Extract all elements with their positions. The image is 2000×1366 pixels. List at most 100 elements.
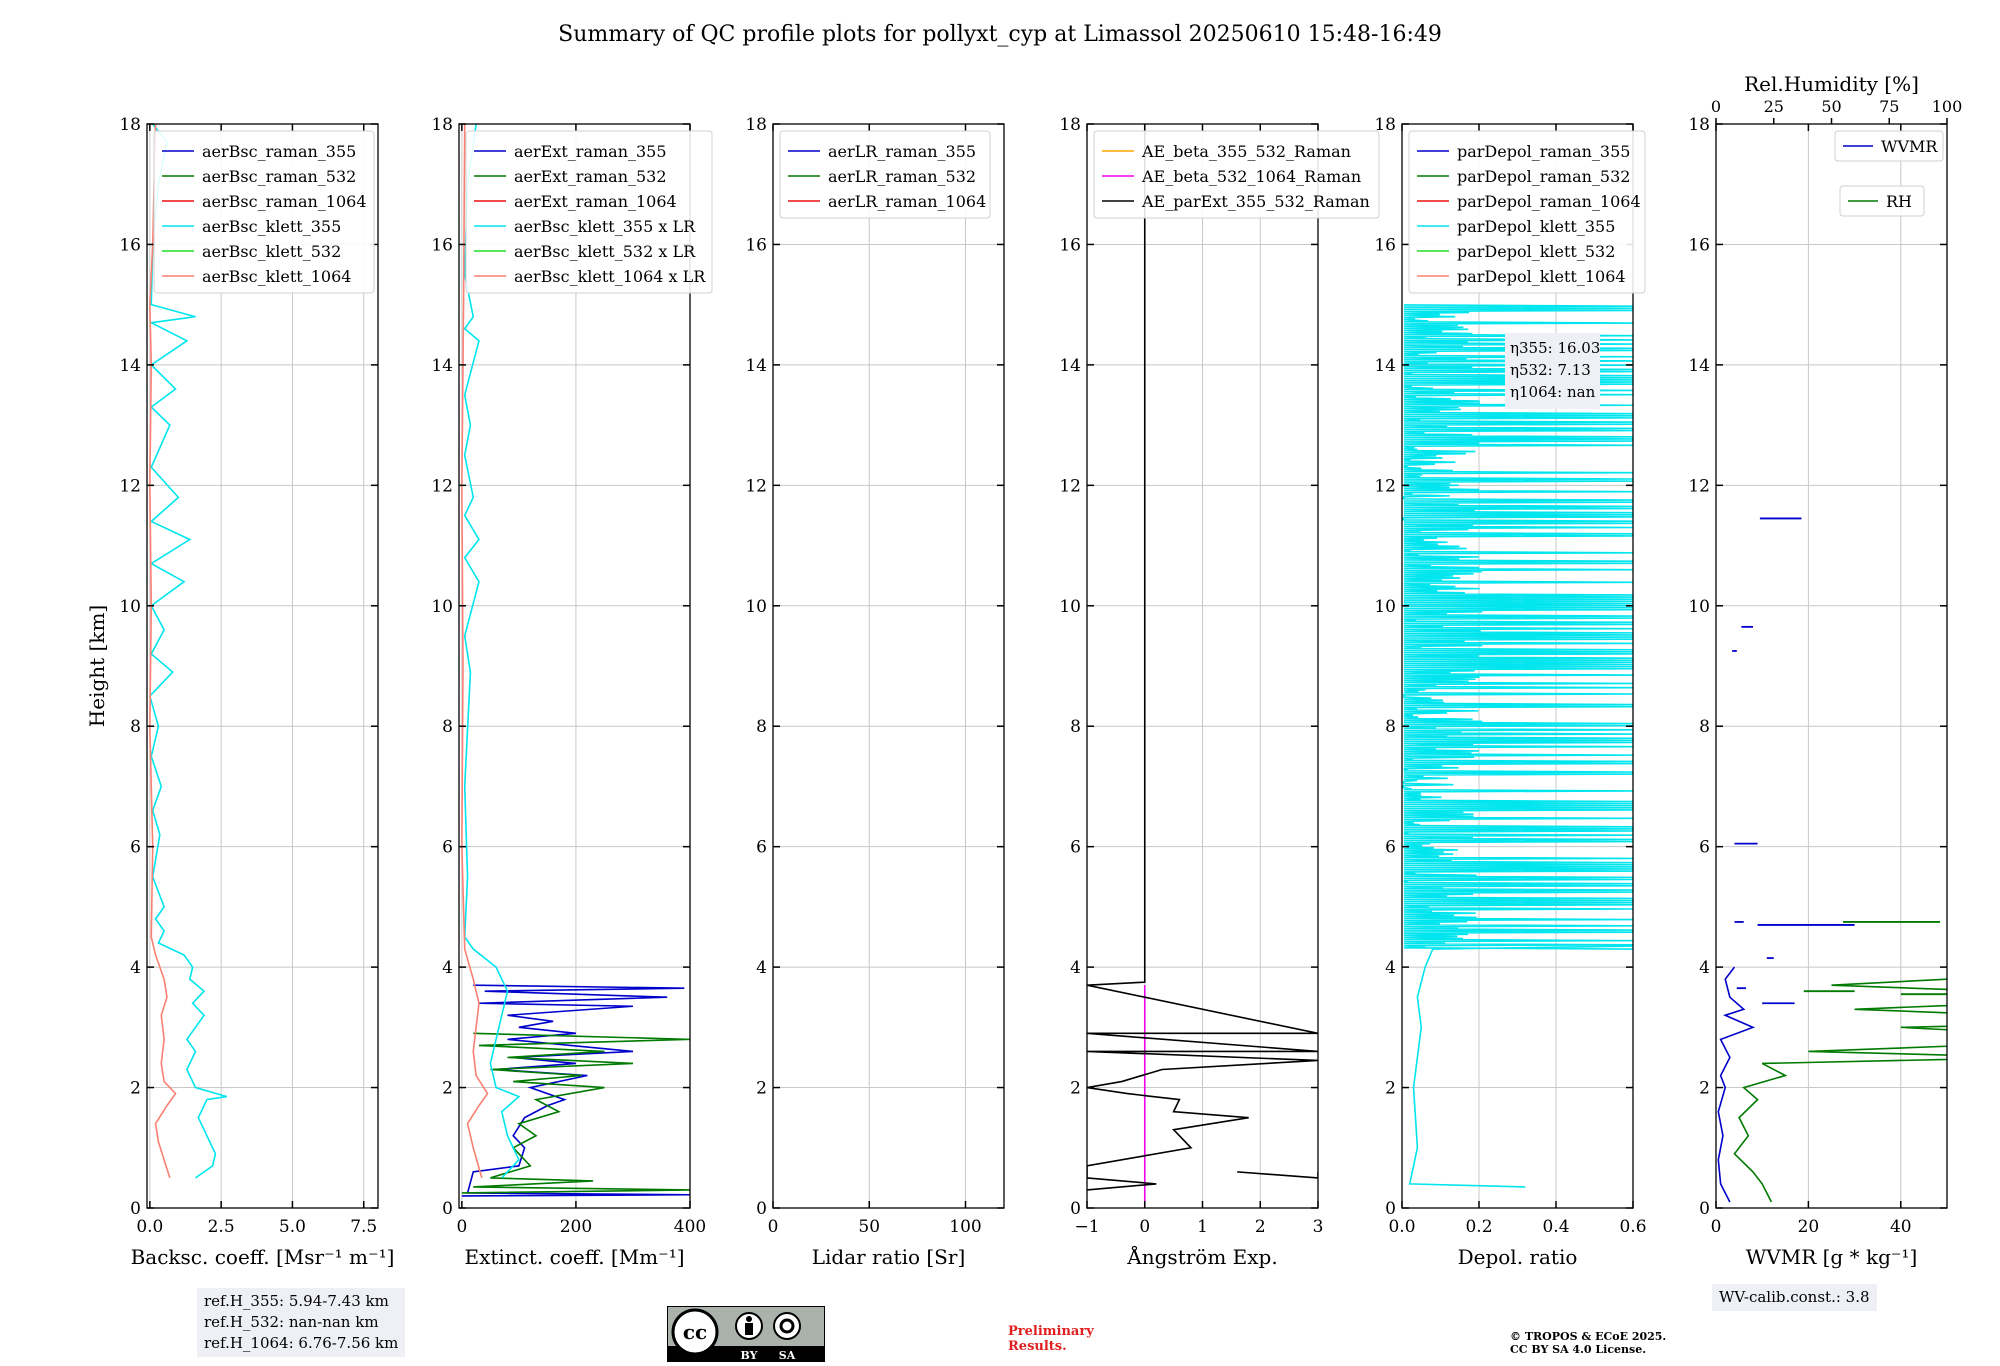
y-tick-label: 10: [1059, 597, 1081, 617]
y-tick-label: 0: [1385, 1199, 1396, 1219]
svg-text:cc: cc: [683, 1320, 707, 1344]
x-tick-label: 400: [674, 1217, 706, 1237]
x-axis-label-lr: Lidar ratio [Sr]: [812, 1245, 966, 1269]
y-tick-label: 6: [130, 838, 141, 858]
x-tick-label: 2.5: [208, 1217, 235, 1237]
y-tick-label: 14: [431, 356, 453, 376]
legend-label: parDepol_klett_532: [1457, 242, 1615, 261]
panel-frame-depol: [1401, 123, 1634, 1209]
ref-height-355: ref.H_355: 5.94-7.43 km: [204, 1292, 389, 1310]
legend-depol: parDepol_raman_355 parDepol_raman_532 parD…: [1408, 130, 1646, 294]
x-tick-label: 0: [768, 1217, 779, 1237]
y-tick-label: 18: [431, 115, 453, 135]
eta-value: η1064: nan: [1510, 383, 1596, 401]
cc-license-badge: cc BY SA: [666, 1305, 826, 1366]
y-tick-label: 0: [756, 1199, 767, 1219]
panel-series-ae: [1087, 124, 1318, 1208]
share-alike-icon: [773, 1312, 801, 1340]
x-tick-label: 100: [949, 1217, 981, 1237]
legend-label: aerLR_raman_532: [828, 167, 976, 186]
legend-bsc: aerBsc_raman_355 aerBsc_raman_532 aerBsc_r…: [153, 130, 375, 294]
legend-label: AE_beta_532_1064_Raman: [1141, 167, 1361, 186]
x-tick-label: 1: [1197, 1217, 1208, 1237]
y-tick-label: 2: [756, 1079, 767, 1099]
legend-wv: WVMR RH: [1834, 130, 1944, 217]
y-tick-label: 12: [1374, 476, 1396, 496]
y-tick-label: 8: [130, 717, 141, 737]
legend-lr: aerLR_raman_355 aerLR_raman_532 aerLR_rama…: [779, 130, 991, 219]
y-tick-label: 12: [431, 476, 453, 496]
legend-ext: aerExt_raman_355 aerExt_raman_532 aerExt_r…: [465, 130, 713, 294]
y-tick-label: 4: [1385, 958, 1396, 978]
figure-title: Summary of QC profile plots for pollyxt_…: [558, 22, 1442, 47]
y-tick-label: 2: [1070, 1079, 1081, 1099]
y-tick-label: 2: [1385, 1079, 1396, 1099]
y-tick-label: 6: [442, 838, 453, 858]
y-tick-label: 14: [119, 356, 141, 376]
top-x-tick-label: 0: [1711, 97, 1721, 116]
y-tick-label: 10: [1688, 597, 1710, 617]
y-tick-label: 2: [1699, 1079, 1710, 1099]
x-tick-label: 200: [560, 1217, 592, 1237]
x-tick-label: 0: [1711, 1217, 1722, 1237]
x-tick-label: 7.5: [350, 1217, 377, 1237]
top-axis-label: Rel.Humidity [%]: [1744, 72, 1919, 96]
y-tick-label: 10: [431, 597, 453, 617]
y-axis-label: Height [km]: [85, 605, 109, 727]
copyright-note: © TROPOS & ECoE 2025. CC BY SA 4.0 Licen…: [1510, 1330, 1666, 1356]
y-tick-label: 14: [745, 356, 767, 376]
y-tick-label: 12: [745, 476, 767, 496]
top-x-tick-label: 50: [1821, 97, 1841, 116]
series-aerext-raman-355: [461, 984, 690, 1197]
y-tick-label: 4: [1699, 958, 1710, 978]
y-tick-label: 0: [442, 1199, 453, 1219]
legend-label: aerBsc_klett_532: [202, 242, 341, 261]
ref-height-532: ref.H_532: nan-nan km: [204, 1313, 379, 1331]
y-tick-label: 18: [745, 115, 767, 135]
x-tick-label: 0.2: [1465, 1217, 1492, 1237]
legend-box: [153, 130, 375, 294]
x-tick-label: 0.6: [1619, 1217, 1646, 1237]
y-tick-label: 16: [1374, 235, 1396, 255]
y-tick-label: 8: [442, 717, 453, 737]
y-ticks-wv: [1716, 123, 1947, 1209]
panel-lr: 0 2 4 6 8 10 12 14 16 18 0 50 100 Lidar ratio [Sr] aer…: [745, 115, 1005, 1269]
series-aerbsc-klett-355: [148, 124, 228, 1179]
y-tick-label: 0: [1699, 1199, 1710, 1219]
x-tick-label: 0: [1139, 1217, 1150, 1237]
cc-by-label: BY: [741, 1349, 758, 1362]
legend-label: aerLR_raman_1064: [828, 192, 986, 211]
series-depol-klett-355-noise: [1402, 304, 1633, 950]
series-aerbsc-klett-355-x-lr: [463, 124, 521, 1179]
panel-series-bsc: [148, 124, 228, 1179]
legend-label: AE_beta_355_532_Raman: [1141, 142, 1351, 161]
legend-box: [1839, 185, 1925, 217]
panel-series-ext: [461, 124, 690, 1197]
series-aerbsc-klett-1064-x-lr: [461, 124, 489, 1179]
y-tick-label: 16: [431, 235, 453, 255]
legend-box: [1834, 130, 1944, 162]
panel-ext: 0 2 4 6 8 10 12 14 16 18 0 200 400 Extinct. coeff. [M…: [431, 115, 713, 1269]
x-tick-label: 50: [858, 1217, 880, 1237]
legend-label: aerBsc_raman_1064: [202, 192, 367, 211]
y-tick-label: 18: [1374, 115, 1396, 135]
legend-label: aerBsc_klett_1064 x LR: [514, 267, 706, 286]
x-tick-label: 5.0: [279, 1217, 306, 1237]
panel-series-depol: [1402, 304, 1633, 1188]
legend-box: [1093, 130, 1380, 219]
panel-frame-lr: [772, 123, 1005, 1209]
y-tick-label: 6: [1385, 838, 1396, 858]
legend-label: WVMR: [1881, 137, 1938, 156]
eta-value: η532: 7.13: [1510, 361, 1591, 379]
legend-label: AE_parExt_355_532_Raman: [1141, 192, 1370, 211]
x-tick-label: 0: [456, 1217, 467, 1237]
cc-sa-label: SA: [779, 1349, 796, 1362]
preliminary-note: Preliminary Results.: [1008, 1324, 1094, 1354]
panel-frame-bsc: [146, 123, 379, 1209]
ref-height-1064: ref.H_1064: 6.76-7.56 km: [204, 1334, 399, 1352]
legend-label: parDepol_raman_532: [1457, 167, 1630, 186]
x-axis-label-bsc: Backsc. coeff. [Msr⁻¹ m⁻¹]: [131, 1245, 395, 1269]
top-x-tick-label: 100: [1932, 97, 1963, 116]
panel-frame-ext: [458, 123, 691, 1209]
x-tick-label: 3: [1313, 1217, 1324, 1237]
